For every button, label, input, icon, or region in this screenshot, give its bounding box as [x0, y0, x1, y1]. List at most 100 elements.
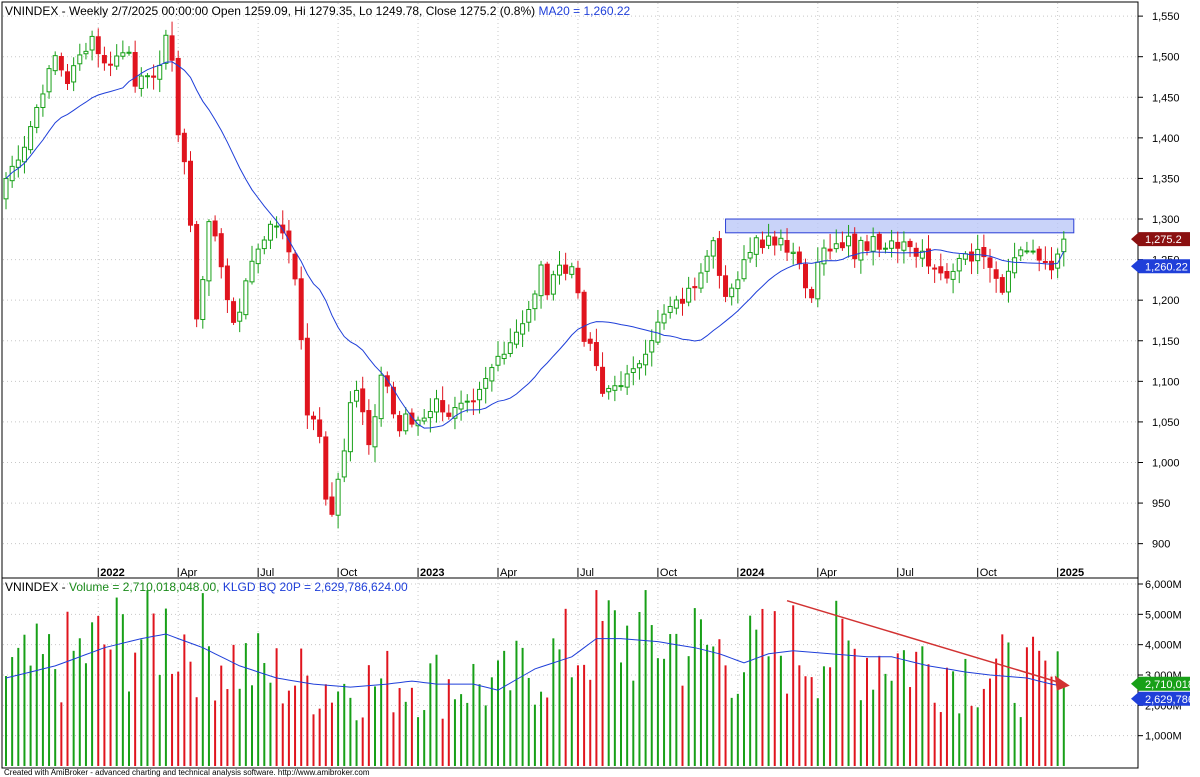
volume-bar — [915, 651, 918, 766]
volume-bar — [435, 654, 438, 766]
volume-bar — [945, 667, 948, 766]
volume-bar — [767, 656, 770, 766]
candle-body — [132, 51, 138, 87]
candle-body — [323, 436, 329, 500]
volume-bar — [976, 707, 979, 766]
volume-bar — [804, 676, 807, 766]
volume-bar — [66, 611, 69, 766]
candle-body — [790, 251, 796, 254]
volume-bar — [164, 608, 167, 766]
volume-bar — [5, 676, 7, 766]
candle-body — [390, 386, 396, 415]
volume-bar — [644, 590, 647, 766]
candle-body — [821, 247, 827, 265]
time-tick-label: Oct — [660, 567, 677, 579]
candle-body — [950, 270, 956, 280]
volume-bar — [128, 691, 130, 766]
candle-body — [231, 301, 237, 323]
candle-body — [40, 93, 46, 108]
trend-arrow-head — [1054, 675, 1070, 691]
volume-bar — [509, 690, 512, 766]
volume-bar — [140, 639, 143, 766]
trend-arrow-shaft — [786, 599, 1061, 684]
candle-body — [876, 233, 882, 250]
candle-body — [606, 387, 612, 393]
volume-bar — [730, 697, 733, 766]
volume-bar — [1044, 660, 1047, 766]
time-tick-label: 2023 — [420, 567, 444, 579]
candle-body — [1024, 250, 1030, 253]
volume-bar — [613, 610, 616, 766]
volume-bar — [595, 590, 598, 766]
volume-bar — [152, 613, 155, 766]
volume-bar — [521, 647, 524, 766]
time-tick-label: 2022 — [100, 567, 124, 579]
volume-bar — [392, 712, 395, 766]
volume-bar — [417, 717, 420, 766]
value-tags: 1,275.2 1,260.22 2,710,018 2,629,786 — [1131, 232, 1194, 706]
volume-bar — [201, 593, 204, 766]
candle-body — [9, 165, 15, 182]
candle-body — [969, 251, 975, 262]
candle-body — [52, 55, 58, 72]
price-tick-label: 1,150 — [1152, 336, 1180, 348]
volume-bar — [970, 705, 973, 766]
ma20-line — [5, 61, 1065, 429]
volume-bar — [1062, 683, 1065, 766]
price-header-symbol: VNINDEX — [5, 4, 59, 18]
volume-bar — [872, 689, 875, 766]
volume-bar — [226, 689, 229, 766]
volume-header-symbol: VNINDEX — [5, 580, 59, 594]
volume-bar — [177, 671, 180, 766]
candle-body — [624, 373, 630, 388]
volume-bar — [189, 661, 192, 766]
volume-bar — [281, 703, 284, 766]
volume-bar — [78, 638, 81, 766]
candle-body — [1012, 257, 1018, 274]
volume-bar — [1032, 636, 1035, 766]
volume-bar — [699, 619, 702, 766]
candle-body — [126, 51, 132, 54]
time-tick-label: Oct — [980, 567, 997, 579]
volume-bar — [423, 710, 426, 766]
volume-bar — [693, 608, 696, 766]
candle-body — [735, 279, 741, 290]
volume-bar — [982, 688, 985, 766]
candle-body — [809, 288, 815, 299]
volume-bar — [589, 679, 592, 766]
candle-body — [317, 419, 323, 437]
volume-bar — [429, 663, 432, 766]
price-tick-label: 1,550 — [1152, 11, 1180, 23]
volume-bar — [35, 623, 38, 766]
candle-body — [833, 243, 839, 250]
candle-body — [753, 237, 759, 255]
volume-tick-label: 1,000M — [1145, 731, 1182, 743]
volume-bar — [1007, 642, 1010, 766]
volume-bar — [17, 647, 20, 766]
candle-body — [71, 65, 77, 83]
volume-bar — [324, 684, 327, 766]
volume-bar — [810, 677, 813, 766]
volume-bar — [251, 685, 253, 766]
candle-body — [557, 264, 562, 276]
candlesticks — [3, 21, 1067, 529]
volume-bar — [749, 615, 752, 766]
candle-body — [464, 400, 470, 403]
candle-body — [3, 178, 9, 200]
volume-bar — [835, 600, 838, 766]
volume-bar — [890, 680, 893, 766]
candle-body — [507, 342, 513, 354]
candle-body — [630, 368, 636, 373]
volume-bar — [515, 640, 518, 766]
volume-bar — [472, 663, 475, 766]
volume-bar — [755, 629, 758, 766]
candle-body — [329, 496, 335, 515]
volume-bar — [952, 671, 955, 766]
volume-bar — [115, 597, 118, 766]
candle-body — [686, 287, 692, 303]
candle-body — [489, 367, 495, 382]
volume-bar — [84, 663, 87, 766]
volume-bar — [902, 650, 905, 766]
volume-bar — [743, 672, 745, 766]
